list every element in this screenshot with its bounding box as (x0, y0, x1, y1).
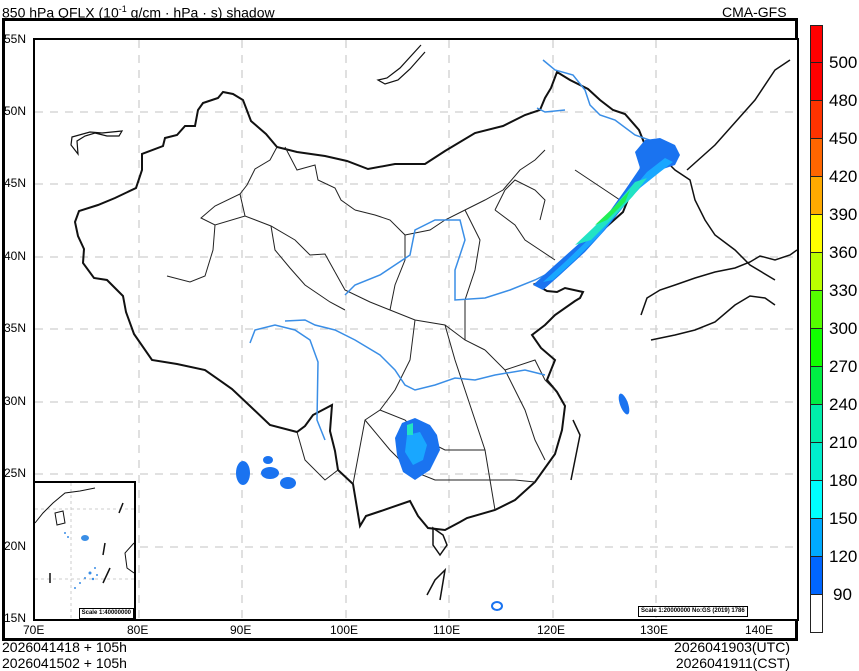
colorbar-segment (810, 215, 823, 253)
map-canvas (35, 40, 797, 619)
south-china-sea-inset: Scale 1:40000000 (33, 481, 136, 621)
lat-label: 40N (4, 249, 27, 263)
colorbar-segment (810, 291, 823, 329)
lon-label: 70E (23, 623, 45, 637)
colorbar-label: 300 (829, 319, 858, 338)
colorbar-label: 420 (829, 167, 858, 186)
colorbar-label: 330 (829, 281, 858, 300)
rivers (249, 59, 656, 441)
lon-label: 140E (745, 623, 774, 637)
colorbar-segment (810, 405, 823, 443)
lon-label: 110E (433, 623, 461, 637)
colorbar-label: 360 (829, 243, 858, 262)
title-exponent: -1 (118, 4, 127, 14)
colorbar-segment (810, 177, 823, 215)
title-text: 850 hPa QFLX (10 (2, 4, 119, 21)
lat-label: 55N (4, 32, 27, 46)
colorbar-label: 90 (833, 585, 852, 604)
init-time-utc: 2026041418 + 105h (2, 639, 127, 655)
colorbar-label: 390 (829, 205, 858, 224)
lat-label: 15N (4, 611, 27, 625)
colorbar-segment (810, 329, 823, 367)
colorbar-segment (810, 63, 823, 101)
colorbar-label: 500 (829, 53, 858, 72)
province-borders (166, 146, 632, 511)
gridlines (35, 40, 797, 619)
valid-time-utc: 2026041903(UTC) (674, 639, 790, 655)
lon-label: 80E (127, 623, 149, 637)
colorbar-label: 270 (829, 357, 858, 376)
colorbar-segment (810, 253, 823, 291)
lat-label: 45N (4, 176, 27, 190)
colorbar-segment (810, 519, 823, 557)
colorbar (810, 25, 823, 633)
colorbar-segment (810, 101, 823, 139)
colorbar-label: 210 (829, 433, 858, 452)
map-panel (33, 38, 799, 621)
colorbar-label: 120 (829, 547, 858, 566)
colorbar-segment (810, 139, 823, 177)
colorbar-segment (810, 367, 823, 405)
colorbar-segment (810, 557, 823, 595)
inset-scale: Scale 1:40000000 (78, 608, 134, 619)
map-scale: Scale 1:20000000 No:GS (2019) 1786 (638, 606, 748, 617)
qflx-shading (236, 138, 680, 611)
valid-time-cst: 2026041911(CST) (675, 655, 790, 671)
colorbar-segment (810, 443, 823, 481)
lon-label: 90E (230, 623, 252, 637)
title-units: g/cm · hPa · s) shadow (126, 4, 275, 21)
chart-title: 850 hPa QFLX (10-1 g/cm · hPa · s) shado… (2, 0, 275, 22)
lat-label: 25N (4, 466, 27, 480)
colorbar-label: 240 (829, 395, 858, 414)
model-name: CMA-GFS (722, 4, 787, 20)
lon-label: 100E (330, 623, 359, 637)
inset-canvas (35, 483, 134, 619)
colorbar-label: 480 (829, 91, 858, 110)
china-border (73, 70, 647, 532)
colorbar-segment (810, 481, 823, 519)
lat-label: 35N (4, 321, 27, 335)
lon-label: 120E (537, 623, 566, 637)
lon-label: 130E (640, 623, 669, 637)
colorbar-segment (810, 25, 823, 63)
colorbar-label: 450 (829, 129, 858, 148)
colorbar-label: 180 (829, 471, 858, 490)
init-time-cst: 2026041502 + 105h (2, 655, 127, 671)
colorbar-label: 150 (829, 509, 858, 528)
lat-label: 30N (4, 394, 27, 408)
colorbar-segment (810, 595, 823, 633)
lat-label: 50N (4, 104, 27, 118)
lat-label: 20N (4, 539, 27, 553)
